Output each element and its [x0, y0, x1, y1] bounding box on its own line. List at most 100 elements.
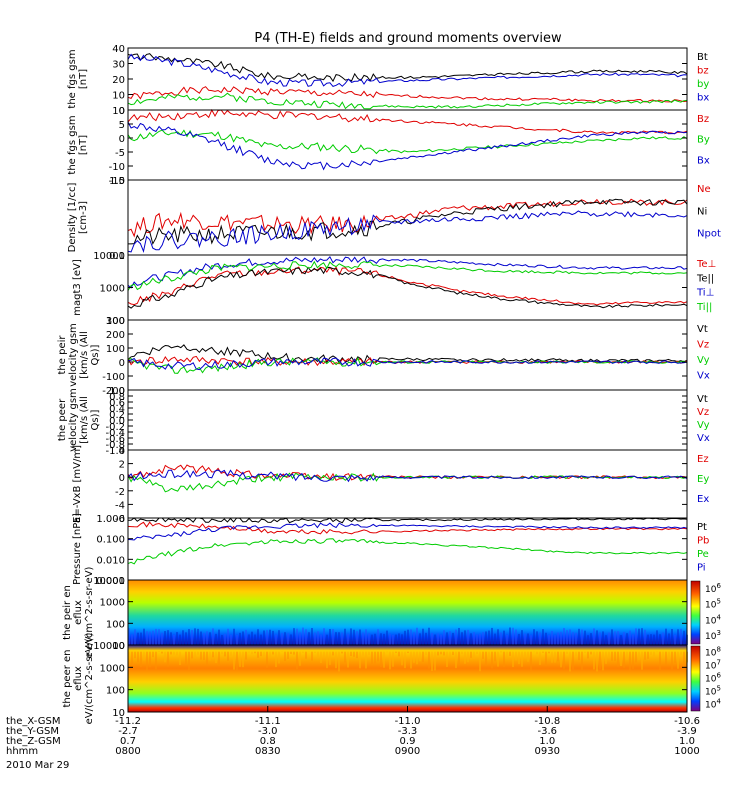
spectrogram-texture: [221, 651, 223, 655]
spectrogram-texture: [275, 651, 277, 668]
spectrogram-texture: [242, 651, 244, 668]
spectrogram-texture: [635, 628, 637, 645]
spectrogram-texture: [632, 634, 634, 645]
y-tick-label: 10000: [93, 576, 125, 587]
spectrogram-texture: [563, 628, 565, 645]
spectrogram-texture: [548, 651, 550, 654]
y-axis-label: the peir enefluxeV/(cm^2-s-sr-eV): [62, 566, 95, 658]
spectrogram-texture: [578, 628, 580, 645]
y-tick-label: 40: [112, 44, 125, 55]
spectrogram-texture: [509, 627, 511, 645]
spectrogram-texture: [452, 632, 454, 645]
spectrogram-texture: [620, 635, 622, 645]
spectrogram-texture: [374, 651, 376, 664]
spectrogram-texture: [335, 651, 337, 669]
spectrogram-texture: [380, 651, 382, 667]
spectrogram-texture: [338, 632, 340, 645]
y-tick-label: -5: [115, 148, 125, 159]
x-axis-value: -11.2: [115, 716, 141, 727]
spectrogram-texture: [458, 651, 460, 666]
legend-label: By: [697, 135, 710, 146]
spectrogram-texture: [194, 628, 196, 645]
spectrogram-texture: [440, 634, 442, 645]
spectrogram-texture: [599, 651, 601, 669]
spectrogram-texture: [524, 633, 526, 645]
spectrogram-texture: [263, 651, 265, 657]
spectrogram-texture: [344, 651, 346, 663]
spectrogram-texture: [290, 634, 292, 645]
y-tick-label: 100: [106, 316, 125, 327]
spectrogram-texture: [596, 651, 598, 672]
spectrogram-texture: [404, 630, 406, 645]
panel-frame: [127, 449, 688, 519]
series-line-Npot: [127, 210, 688, 254]
series-line-Bt: [127, 53, 688, 83]
spectrogram-texture: [635, 651, 637, 663]
spectrogram-texture: [527, 651, 529, 662]
series-line-Pe: [127, 538, 688, 565]
spectrogram-texture: [179, 634, 181, 645]
y-tick-label: -0.8: [105, 440, 125, 451]
spectrogram-texture: [473, 651, 475, 660]
spectrogram-texture: [419, 651, 421, 662]
panel-1: Bz By Bx 10 5 0 -5 -10 -15 the fgs gsm[nT]: [67, 106, 710, 187]
spectrogram-texture: [263, 630, 265, 645]
panel-frame: [127, 389, 688, 451]
spectrogram-texture: [209, 651, 211, 661]
y-axis-label: magt3 [eV]: [72, 259, 83, 316]
y-tick-label: 0.1: [109, 251, 125, 262]
spectrogram-texture: [590, 651, 592, 655]
spectrogram-texture: [491, 627, 493, 645]
spectrogram-texture: [149, 631, 151, 645]
y-tick-label: 0: [119, 358, 125, 369]
spectrogram-texture: [425, 651, 427, 656]
spectrogram-texture: [212, 651, 214, 658]
spectrogram-texture: [398, 651, 400, 657]
spectrogram-texture: [320, 651, 322, 663]
spectrogram-texture: [167, 651, 169, 667]
spectrogram-texture: [521, 651, 523, 667]
spectrogram-texture: [296, 628, 298, 645]
legend-label: Pt: [697, 522, 707, 533]
x-axis-value: 1000: [674, 746, 699, 757]
spectrogram-texture: [329, 651, 331, 665]
spectrogram-texture: [230, 651, 232, 656]
spectrogram-texture: [653, 651, 655, 657]
spectrogram-texture: [314, 651, 316, 654]
spectrogram-texture: [524, 651, 526, 657]
spectrogram-texture: [329, 629, 331, 645]
series-line-Te||: [127, 266, 688, 309]
spectrogram-texture: [200, 631, 202, 645]
spectrogram-texture: [305, 651, 307, 659]
series-line-Ni: [128, 198, 688, 246]
spectrogram-texture: [275, 634, 277, 645]
series-line-Bx: [127, 121, 688, 171]
spectrogram-texture: [140, 632, 142, 645]
spectrogram-texture: [464, 630, 466, 645]
spectrogram-texture: [383, 633, 385, 645]
spectrogram-texture: [173, 634, 175, 645]
spectrogram-texture: [134, 651, 136, 659]
spectrogram-texture: [416, 651, 418, 665]
spectrogram-texture: [146, 631, 148, 645]
spectrogram-texture: [494, 651, 496, 662]
spectrogram-texture: [287, 651, 289, 659]
y-tick-label: -6: [115, 514, 125, 525]
panel-3: Te⊥ Te|| Ti⊥ Ti|| 10000 1000 100 magt3 [eV]: [72, 251, 716, 327]
y-tick-label: 1.0: [109, 386, 125, 397]
spectrogram-texture: [137, 632, 139, 645]
x-axis-value: -11.1: [255, 716, 281, 727]
y-tick-label: 5: [119, 120, 125, 131]
spectrogram-texture: [278, 651, 280, 664]
spectrogram-texture: [131, 651, 133, 667]
legend-label: Npot: [697, 229, 721, 240]
spectrogram-texture: [359, 629, 361, 645]
spectrogram-texture: [593, 628, 595, 645]
spectrogram-texture: [377, 629, 379, 645]
spectrogram-texture: [368, 633, 370, 645]
y-axis-label: the peer enefluxeV/(cm^2-s-sr-eV): [62, 632, 95, 724]
spectrogram-texture: [674, 651, 676, 663]
spectrogram-texture: [677, 651, 679, 669]
y-tick-label: 0.6: [109, 398, 125, 409]
spectrogram-texture: [476, 651, 478, 654]
